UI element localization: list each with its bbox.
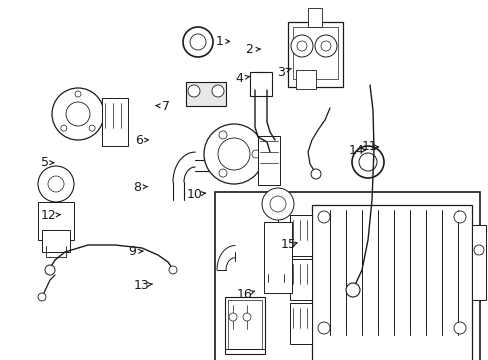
- Circle shape: [351, 146, 383, 178]
- Circle shape: [75, 91, 81, 97]
- Bar: [295, 70, 315, 89]
- Circle shape: [262, 188, 293, 220]
- Text: 10: 10: [186, 188, 202, 201]
- Text: 3: 3: [277, 66, 285, 78]
- Bar: [102, 98, 128, 145]
- Text: 14: 14: [348, 144, 364, 157]
- Circle shape: [187, 85, 200, 97]
- Bar: [311, 205, 471, 360]
- Bar: [215, 192, 479, 360]
- Circle shape: [269, 196, 285, 212]
- Bar: [292, 27, 337, 78]
- Circle shape: [169, 266, 177, 274]
- Text: 16: 16: [236, 288, 252, 301]
- Circle shape: [66, 102, 90, 126]
- Circle shape: [215, 158, 230, 174]
- Bar: [185, 82, 225, 107]
- Circle shape: [296, 41, 306, 51]
- Circle shape: [48, 176, 64, 192]
- Circle shape: [317, 211, 329, 223]
- Circle shape: [203, 124, 264, 184]
- Bar: [289, 259, 311, 300]
- Bar: [224, 297, 264, 354]
- Circle shape: [228, 313, 237, 321]
- Text: 11: 11: [361, 140, 376, 153]
- Circle shape: [183, 27, 213, 57]
- Text: 15: 15: [280, 238, 296, 251]
- Bar: [471, 225, 485, 300]
- Text: 5: 5: [41, 156, 49, 169]
- Bar: [289, 215, 311, 256]
- Bar: [38, 202, 74, 240]
- Text: 6: 6: [135, 134, 143, 147]
- Circle shape: [243, 313, 250, 321]
- Bar: [307, 8, 321, 27]
- Circle shape: [52, 88, 104, 140]
- Circle shape: [89, 125, 95, 131]
- Circle shape: [45, 265, 55, 275]
- Circle shape: [251, 150, 260, 158]
- Circle shape: [310, 169, 320, 179]
- Circle shape: [453, 211, 465, 223]
- Bar: [289, 303, 311, 344]
- Circle shape: [314, 35, 336, 57]
- Bar: [42, 230, 70, 252]
- Circle shape: [38, 166, 74, 202]
- Text: 4: 4: [235, 72, 243, 85]
- Text: 7: 7: [162, 100, 170, 113]
- Text: 12: 12: [41, 209, 57, 222]
- Circle shape: [61, 125, 67, 131]
- Circle shape: [190, 34, 205, 50]
- Circle shape: [212, 85, 224, 97]
- Circle shape: [38, 293, 46, 301]
- Text: 9: 9: [128, 246, 136, 258]
- Circle shape: [290, 35, 312, 57]
- Text: 13: 13: [134, 279, 149, 292]
- Circle shape: [473, 245, 483, 255]
- Bar: [249, 72, 271, 96]
- Circle shape: [219, 162, 226, 170]
- Circle shape: [219, 131, 226, 139]
- Circle shape: [218, 138, 249, 170]
- Bar: [264, 222, 291, 293]
- Circle shape: [219, 169, 226, 177]
- Text: 2: 2: [245, 43, 253, 56]
- Bar: [287, 22, 342, 87]
- Circle shape: [453, 322, 465, 334]
- Bar: [258, 136, 280, 185]
- Circle shape: [358, 153, 376, 171]
- Bar: [227, 300, 262, 349]
- Text: 1: 1: [216, 35, 224, 48]
- Text: 8: 8: [133, 181, 141, 194]
- Circle shape: [320, 41, 330, 51]
- Circle shape: [346, 283, 359, 297]
- Circle shape: [317, 322, 329, 334]
